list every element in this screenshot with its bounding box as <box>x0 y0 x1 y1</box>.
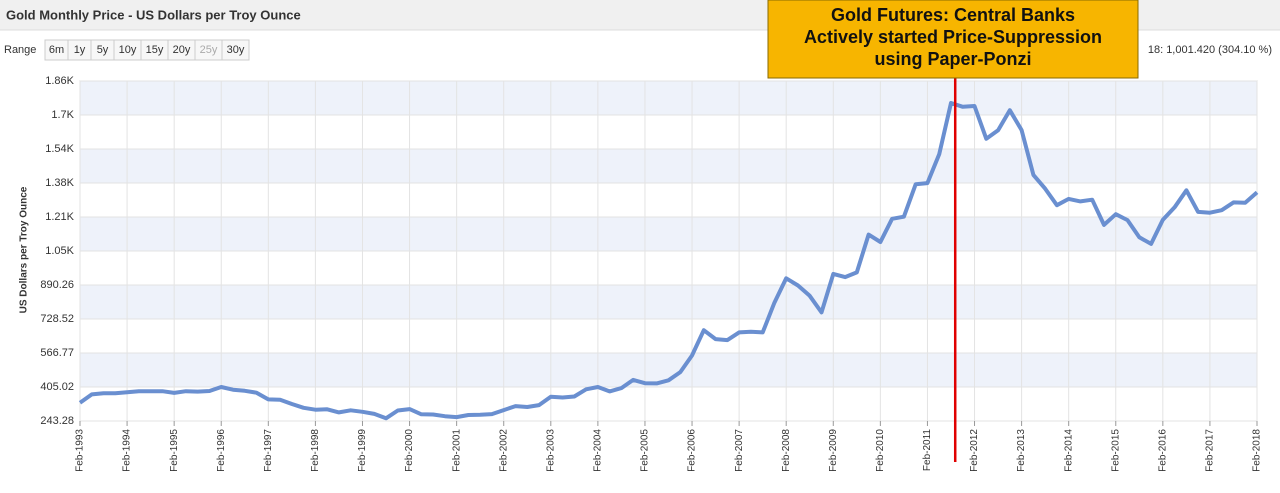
x-tick-label: Feb-2018 <box>1252 429 1263 472</box>
grid-band <box>80 217 1257 251</box>
x-tick-label: Feb-1997 <box>263 429 274 472</box>
range-button-label[interactable]: 30y <box>227 44 245 56</box>
y-tick-label: 728.52 <box>40 313 74 325</box>
chart-title: Gold Monthly Price - US Dollars per Troy… <box>6 7 301 22</box>
range-button-label[interactable]: 5y <box>97 44 109 56</box>
x-tick-label: Feb-1995 <box>169 429 180 472</box>
annotation-box <box>767 0 1139 79</box>
x-tick-label: Feb-2014 <box>1063 429 1074 472</box>
y-tick-label: 243.28 <box>40 415 74 427</box>
grid-band <box>80 81 1257 115</box>
y-tick-label: 1.86K <box>45 75 74 87</box>
x-tick-label: Feb-2003 <box>545 429 556 472</box>
x-tick-label: Feb-2009 <box>828 429 839 472</box>
range-button[interactable] <box>221 39 250 61</box>
x-tick-label: Feb-2002 <box>498 429 509 472</box>
range-button-label[interactable]: 15y <box>146 44 164 56</box>
x-tick-label: Feb-2011 <box>922 429 933 472</box>
grid-band <box>80 149 1257 183</box>
x-tick-label: Feb-2013 <box>1016 429 1027 472</box>
range-button-label[interactable]: 20y <box>173 44 191 56</box>
x-tick-label: Feb-2010 <box>875 429 886 472</box>
summary: 18: 1,001.420 (304.10 %) <box>1148 44 1272 56</box>
range-button-label[interactable]: 10y <box>119 44 137 56</box>
y-tick-label: 1.05K <box>45 245 74 257</box>
x-tick-label: Feb-2000 <box>404 429 415 472</box>
x-tick-label: Feb-2006 <box>687 429 698 472</box>
range-button-label[interactable]: 1y <box>74 44 86 56</box>
y-axis-label: US Dollars per Troy Ounce <box>19 186 30 313</box>
x-tick-label: Feb-2008 <box>781 429 792 472</box>
price-line <box>78 101 1259 421</box>
x-tick-label: Feb-2017 <box>1205 429 1216 472</box>
annotation-text: Actively started Price-Suppression <box>804 27 1102 47</box>
x-tick-label: Feb-1996 <box>216 429 227 472</box>
y-tick-label: 566.77 <box>40 347 74 359</box>
x-tick-label: Feb-1998 <box>310 429 321 472</box>
y-tick-label: 1.7K <box>51 109 74 121</box>
y-tick-label: 1.38K <box>45 177 74 189</box>
range-label: Range <box>4 44 36 56</box>
range-button-label[interactable]: 25y <box>200 44 218 56</box>
x-tick-label: Feb-2012 <box>969 429 980 472</box>
x-tick-label: Feb-1994 <box>122 429 133 472</box>
x-tick-label: Feb-1999 <box>357 429 368 472</box>
x-tick-label: Feb-2016 <box>1157 429 1168 472</box>
y-tick-label: 1.21K <box>45 211 74 223</box>
range-button-label[interactable]: 6m <box>49 44 64 56</box>
x-tick-label: Feb-2007 <box>734 429 745 472</box>
annotation-text: using Paper-Ponzi <box>874 49 1031 69</box>
y-tick-label: 1.54K <box>45 143 74 155</box>
y-tick-label: 405.02 <box>40 381 74 393</box>
x-tick-label: Feb-2005 <box>640 429 651 472</box>
x-tick-label: Feb-2015 <box>1110 429 1121 472</box>
x-tick-label: Feb-2004 <box>593 429 604 472</box>
x-tick-label: Feb-2001 <box>451 429 462 472</box>
grid-band <box>80 285 1257 319</box>
annotation-text: Gold Futures: Central Banks <box>831 5 1075 25</box>
x-tick-label: Feb-1993 <box>75 429 86 472</box>
y-tick-label: 890.26 <box>40 279 74 291</box>
